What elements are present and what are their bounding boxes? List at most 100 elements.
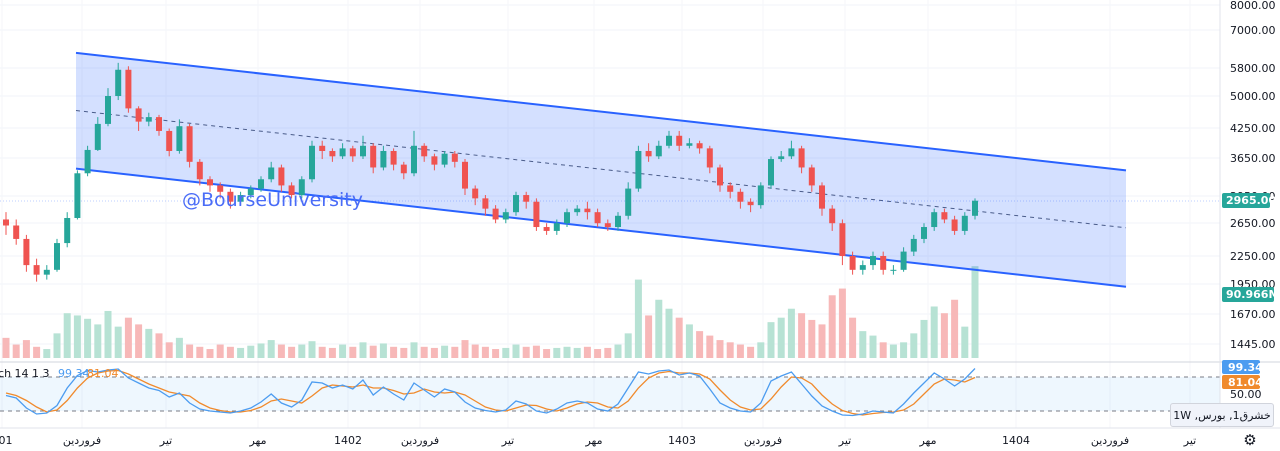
candle[interactable] (921, 227, 927, 239)
candle[interactable] (13, 225, 20, 239)
candle[interactable] (798, 148, 805, 168)
candle[interactable] (747, 201, 754, 206)
candle[interactable] (513, 195, 519, 213)
candle[interactable] (645, 150, 652, 157)
candle[interactable] (288, 185, 295, 196)
candle[interactable] (298, 179, 305, 196)
channel-upper-line[interactable] (75, 51, 1127, 172)
candle[interactable] (390, 150, 397, 165)
candle[interactable] (686, 143, 693, 146)
candle[interactable] (268, 167, 275, 180)
candle[interactable] (94, 123, 101, 150)
candle[interactable] (523, 195, 530, 202)
candle[interactable] (3, 219, 9, 226)
candle[interactable] (472, 188, 479, 199)
candle[interactable] (207, 179, 213, 186)
candle[interactable] (64, 217, 71, 244)
candle[interactable] (145, 117, 152, 122)
candle[interactable] (166, 130, 173, 151)
candle[interactable] (400, 164, 407, 174)
candle[interactable] (553, 223, 560, 231)
candle[interactable] (247, 188, 254, 196)
price-axis[interactable]: 8000.00 7000.00 5800.00 5000.00 4250.00 3650.… (1230, 0, 1276, 351)
candle[interactable] (768, 159, 774, 186)
candle[interactable] (278, 167, 285, 186)
candle[interactable] (237, 195, 244, 202)
candle[interactable] (217, 185, 224, 192)
candle[interactable] (502, 212, 509, 220)
candle[interactable] (74, 173, 81, 218)
candle[interactable] (666, 135, 672, 146)
symbol-interval-label[interactable]: خشرق1, بورس, 1W (1170, 403, 1274, 427)
candle[interactable] (696, 143, 703, 149)
candle[interactable] (227, 191, 234, 202)
candle[interactable] (676, 135, 683, 146)
candle[interactable] (880, 256, 887, 270)
candle[interactable] (788, 148, 795, 157)
candle[interactable] (941, 212, 948, 220)
candle[interactable] (778, 156, 785, 160)
candle[interactable] (462, 161, 468, 189)
candle[interactable] (870, 256, 876, 266)
candle[interactable] (339, 148, 346, 157)
candle[interactable] (615, 215, 621, 228)
candle[interactable] (737, 191, 744, 202)
candle[interactable] (135, 108, 142, 122)
candle[interactable] (451, 153, 458, 162)
candle[interactable] (951, 219, 958, 231)
candle[interactable] (910, 238, 917, 252)
candle[interactable] (849, 256, 856, 270)
candle[interactable] (196, 161, 203, 180)
candle[interactable] (900, 251, 907, 270)
candle[interactable] (859, 265, 866, 270)
candle[interactable] (839, 223, 846, 256)
candle[interactable] (329, 150, 336, 157)
candle[interactable] (584, 208, 591, 213)
time-axis[interactable]: 401 فروردین تیر مهر 1402 فروردین تیر مهر 1403 فرو… (0, 434, 1196, 447)
candle[interactable] (431, 156, 438, 165)
candle[interactable] (808, 167, 815, 186)
candle[interactable] (421, 145, 428, 157)
candle[interactable] (441, 153, 448, 165)
candle[interactable] (125, 69, 132, 109)
candle[interactable] (115, 69, 122, 96)
candle[interactable] (890, 269, 897, 271)
candle[interactable] (482, 198, 489, 209)
candle[interactable] (411, 145, 417, 174)
candle[interactable] (574, 208, 581, 213)
candle[interactable] (625, 188, 632, 216)
candle[interactable] (33, 265, 40, 275)
candle[interactable] (931, 212, 938, 228)
candle[interactable] (829, 208, 836, 224)
candle[interactable] (319, 145, 326, 151)
candle[interactable] (156, 117, 162, 131)
candle[interactable] (604, 223, 611, 228)
candle[interactable] (492, 208, 499, 220)
candle[interactable] (176, 126, 183, 151)
candle[interactable] (594, 212, 601, 224)
candle[interactable] (961, 215, 968, 231)
candle[interactable] (727, 185, 734, 192)
candle[interactable] (105, 96, 111, 124)
candle[interactable] (543, 227, 550, 231)
gear-icon[interactable]: ⚙ (1243, 431, 1257, 449)
candle[interactable] (186, 126, 193, 162)
candle[interactable] (635, 150, 642, 189)
candle[interactable] (717, 167, 723, 186)
candle[interactable] (380, 150, 387, 168)
candle[interactable] (349, 148, 356, 157)
candle[interactable] (564, 212, 570, 224)
candle[interactable] (258, 179, 264, 189)
candle[interactable] (84, 149, 91, 174)
candle[interactable] (360, 145, 366, 157)
candle[interactable] (972, 200, 978, 216)
candle[interactable] (706, 148, 713, 168)
candle[interactable] (54, 243, 60, 270)
candle[interactable] (655, 145, 662, 157)
candle[interactable] (309, 145, 315, 180)
candle[interactable] (757, 185, 764, 206)
candle[interactable] (43, 269, 50, 275)
candle[interactable] (533, 201, 540, 228)
candle[interactable] (819, 185, 825, 209)
